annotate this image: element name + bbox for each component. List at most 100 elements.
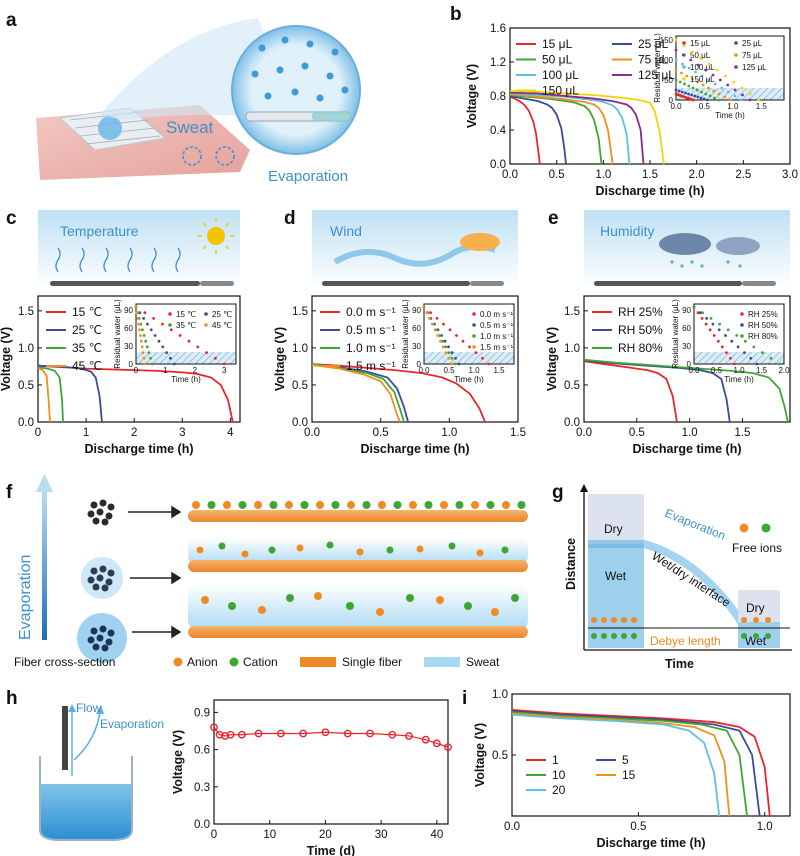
inset-y-tick-label: 90 xyxy=(124,306,133,315)
series-line-100 μL xyxy=(509,92,631,165)
cation-ion xyxy=(331,501,340,509)
plot-frame xyxy=(583,295,791,423)
legend-label: 0.0 m s⁻¹ xyxy=(346,305,396,319)
inset-point xyxy=(140,345,144,349)
inset-legend-marker xyxy=(740,312,744,316)
inset-point xyxy=(716,339,720,343)
sweat-label: Sweat xyxy=(166,118,214,137)
beaker xyxy=(39,756,133,841)
anion-ion xyxy=(285,501,293,509)
y-tick-label: 0.5 xyxy=(492,750,508,762)
inset-point xyxy=(707,78,711,82)
y-tick-label: 0.8 xyxy=(490,91,506,103)
cation-ion xyxy=(269,501,278,509)
inset-point xyxy=(674,78,678,82)
anion-ion xyxy=(409,501,417,509)
anion-ion xyxy=(378,501,386,509)
inset-point xyxy=(755,362,759,366)
legend-label: RH 80% xyxy=(618,341,663,355)
series-line-25 μL xyxy=(509,95,567,165)
inset-point xyxy=(726,83,730,87)
legend-label: 1.0 m s⁻¹ xyxy=(346,341,396,355)
evaporation-h-label: Evaporation xyxy=(100,717,164,731)
cation-ion xyxy=(238,501,247,509)
x-tick-label: 20 xyxy=(319,829,332,841)
inset-x-tick-label: 1.0 xyxy=(468,366,480,375)
sweat-swatch xyxy=(424,657,460,667)
inset-point xyxy=(701,83,705,87)
inset-point xyxy=(707,86,710,90)
cation-ion xyxy=(207,501,216,509)
legend-label: 100 μL xyxy=(542,68,579,82)
inset-point xyxy=(705,317,708,320)
time-axis-label: Time xyxy=(665,657,694,671)
series-line-20 xyxy=(511,713,721,817)
inset-x-tick-label: 3 xyxy=(222,366,227,375)
inset-point xyxy=(146,322,149,326)
inset-legend-marker xyxy=(168,312,172,316)
anion-ion xyxy=(223,501,231,509)
anion-icon xyxy=(173,657,183,667)
inset-legend-label: 35 ℃ xyxy=(176,321,196,330)
y-tick-label: 1.6 xyxy=(490,23,506,35)
x-tick-label: 10 xyxy=(263,829,276,841)
evaporation-label: Evaporation xyxy=(268,168,348,185)
inset-point xyxy=(169,328,173,332)
x-tick-label: 1.0 xyxy=(595,169,611,181)
panel-label-d: d xyxy=(284,208,296,229)
inset-point xyxy=(713,82,717,86)
inset-point xyxy=(715,68,719,72)
inset-point xyxy=(769,356,773,360)
series-line-45 ℃ xyxy=(37,367,51,423)
inset-legend-marker xyxy=(740,323,744,327)
inset-point xyxy=(680,71,683,75)
inset-y-tick-label: 60 xyxy=(124,324,133,333)
x-tick-label: 0.0 xyxy=(576,427,592,439)
series-line-1.5 m s⁻¹ xyxy=(311,364,401,423)
inset-y-tick-label: 50 xyxy=(664,76,673,85)
inset-point xyxy=(708,94,712,98)
x-axis-label: Discharge time (h) xyxy=(596,836,705,850)
free-anion-icon xyxy=(739,523,749,533)
x-tick-label: 1.5 xyxy=(510,427,526,439)
inset-point xyxy=(145,345,149,349)
inset-point xyxy=(440,334,443,337)
inset-legend-label: 100 μL xyxy=(690,63,715,72)
legend-label: 25 μL xyxy=(638,37,669,51)
inset-x-label: Time (h) xyxy=(715,111,745,120)
inset-legend-marker xyxy=(682,77,686,81)
x-axis-label: Discharge time (h) xyxy=(595,184,704,198)
data-point xyxy=(321,728,330,737)
anion-ion xyxy=(440,501,448,509)
inset-point xyxy=(757,98,760,102)
inset-point xyxy=(453,362,457,366)
legend-label: 125 μL xyxy=(638,68,675,82)
panel-label-g: g xyxy=(552,482,564,503)
inset-legend-label: 45 ℃ xyxy=(212,321,232,330)
inset-point xyxy=(149,356,152,360)
chart-e: 0.0 0.5 1.0 1.5 0.0 0.5 1.0 1.5 Discharge time (… xyxy=(545,295,791,456)
inset-legend-label: 15 μL xyxy=(690,39,711,48)
legend-label: 1 xyxy=(552,753,559,767)
y-tick-label: 0.0 xyxy=(18,417,34,429)
series-line-35 ℃ xyxy=(37,366,64,423)
inset-point xyxy=(677,89,681,93)
distance-axis-label: Distance xyxy=(564,538,578,590)
inset-point xyxy=(693,94,697,98)
inset-point xyxy=(702,97,706,101)
inset-point xyxy=(141,328,144,332)
y-tick-label: 0.4 xyxy=(490,125,507,137)
panel-g-illustration: Distance Time Dry Wet Dry Wet Wet/dry in… xyxy=(564,484,792,671)
inset-point xyxy=(717,92,721,96)
inset-point xyxy=(687,92,690,96)
x-tick-label: 2 xyxy=(131,427,137,439)
inset-point xyxy=(447,345,450,349)
inset-point xyxy=(723,95,726,99)
wet-label-2: Wet xyxy=(745,634,767,648)
inset-point xyxy=(422,305,426,309)
inset-point xyxy=(712,334,716,337)
inset-point xyxy=(691,98,695,102)
inset-point xyxy=(717,98,721,102)
inset-legend-label: 75 μL xyxy=(742,51,763,60)
cross-section-arrows xyxy=(128,505,182,639)
